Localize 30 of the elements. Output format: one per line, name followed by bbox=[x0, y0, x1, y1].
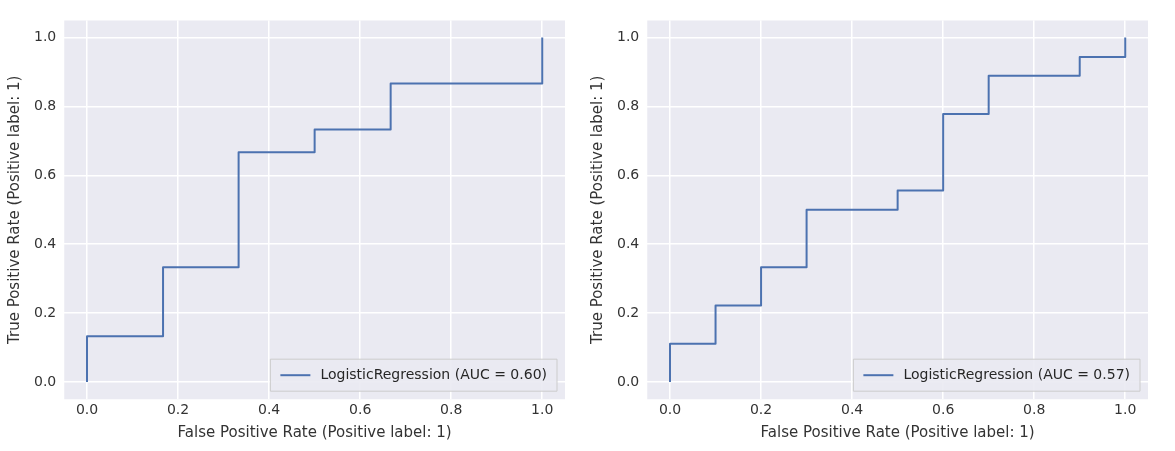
x-tick-label: 1.0 bbox=[1114, 401, 1137, 418]
x-axis-title: False Positive Rate (Positive label: 1) bbox=[760, 422, 1035, 441]
x-tick-label: 0.4 bbox=[257, 401, 281, 418]
y-tick-label: 1.0 bbox=[34, 28, 57, 45]
y-tick-label: 0.0 bbox=[34, 372, 57, 389]
x-tick-label: 0.0 bbox=[75, 401, 99, 418]
y-axis-title: True Positive Rate (Positive label: 1) bbox=[587, 75, 606, 345]
x-tick-label: 1.0 bbox=[531, 401, 554, 418]
y-tick-label: 0.4 bbox=[617, 234, 640, 251]
y-tick-label: 0.2 bbox=[34, 303, 57, 320]
x-tick-label: 0.0 bbox=[658, 401, 682, 418]
y-tick-label: 0.2 bbox=[617, 303, 640, 320]
legend-label: LogisticRegression (AUC = 0.60) bbox=[320, 365, 548, 382]
x-tick-label: 0.2 bbox=[166, 401, 190, 418]
y-tick-label: 1.0 bbox=[617, 28, 640, 45]
legend-label: LogisticRegression (AUC = 0.57) bbox=[903, 365, 1131, 382]
x-tick-label: 0.8 bbox=[1023, 401, 1046, 418]
x-tick-label: 0.2 bbox=[749, 401, 773, 418]
x-tick-label: 0.4 bbox=[840, 401, 864, 418]
y-tick-label: 0.8 bbox=[617, 97, 640, 114]
y-tick-label: 0.0 bbox=[617, 372, 640, 389]
y-tick-label: 0.6 bbox=[34, 166, 57, 182]
x-tick-label: 0.6 bbox=[932, 401, 955, 418]
x-tick-label: 0.6 bbox=[349, 401, 372, 418]
y-tick-label: 0.6 bbox=[617, 166, 640, 182]
y-tick-label: 0.4 bbox=[34, 234, 57, 251]
x-axis-title: False Positive Rate (Positive label: 1) bbox=[177, 422, 452, 441]
y-axis-title: True Positive Rate (Positive label: 1) bbox=[4, 75, 23, 345]
y-tick-label: 0.8 bbox=[34, 97, 57, 114]
x-tick-label: 0.8 bbox=[440, 401, 463, 418]
